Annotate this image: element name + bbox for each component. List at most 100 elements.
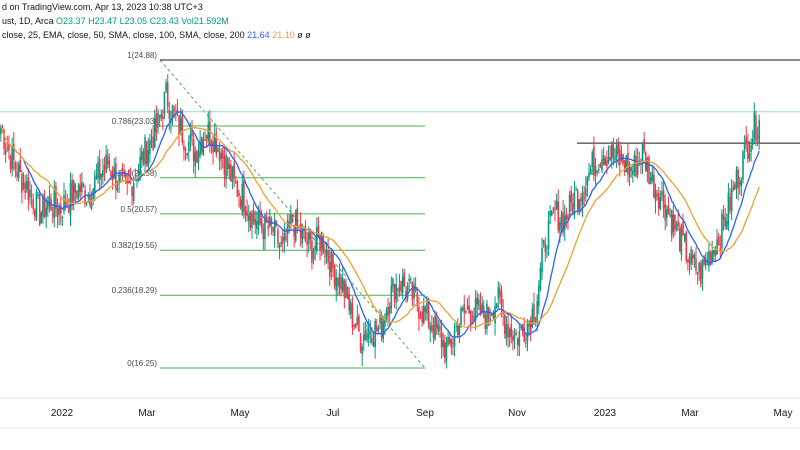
- candle-body: [610, 144, 613, 160]
- candle-body: [708, 251, 710, 267]
- candle-body: [599, 164, 602, 167]
- candle-body: [19, 159, 22, 173]
- candle-body: [115, 163, 117, 190]
- candle-body: [306, 241, 308, 245]
- candle-body: [160, 113, 163, 119]
- candle-body: [536, 301, 538, 324]
- candle-body: [578, 199, 581, 213]
- candle-body: [254, 218, 257, 226]
- candle-body: [434, 315, 436, 340]
- candle-body: [667, 205, 670, 215]
- candle-body: [539, 267, 542, 289]
- candle-body: [445, 342, 448, 362]
- candle-body: [142, 151, 145, 164]
- candle-body: [296, 207, 299, 228]
- candle-body: [238, 192, 240, 196]
- indicator-row[interactable]: close, 25, EMA, close, 50, SMA, close, 1…: [2, 30, 311, 40]
- candle-body: [43, 196, 46, 218]
- candle-body: [505, 324, 508, 339]
- candle-body: [184, 148, 187, 152]
- candle-body: [691, 254, 694, 259]
- fib-level-label: 0.618(21.58): [112, 169, 158, 178]
- candle-body: [635, 155, 637, 177]
- candle-body: [458, 324, 461, 335]
- candle-body: [45, 208, 47, 217]
- candle-body: [450, 339, 453, 348]
- candle-body: [586, 177, 589, 186]
- candle-body: [4, 149, 7, 155]
- candle-body: [732, 187, 735, 190]
- candle-body: [226, 158, 229, 170]
- candle-body: [132, 182, 135, 202]
- candle-body: [557, 201, 560, 231]
- candle-body: [32, 199, 35, 209]
- candle-body: [743, 142, 746, 150]
- candle-body: [337, 277, 339, 286]
- candle-body: [252, 210, 255, 222]
- candle-body: [343, 280, 346, 298]
- candle-body: [14, 162, 17, 170]
- candle-body: [604, 158, 607, 165]
- candle-body: [602, 155, 605, 165]
- candle-body: [661, 191, 663, 197]
- time-axis-label: Sep: [416, 408, 434, 419]
- candle-body: [262, 227, 265, 240]
- candle-body: [683, 234, 686, 241]
- candle-body: [653, 174, 655, 198]
- candle-body: [510, 324, 513, 337]
- candle-body: [21, 173, 23, 194]
- horizontal-lines[interactable]: [0, 59, 800, 144]
- ma-slow-line: [0, 126, 760, 328]
- candle-body: [685, 231, 688, 261]
- time-axis-label: May: [231, 408, 250, 419]
- candle-body: [59, 205, 62, 213]
- candle-body: [267, 226, 269, 229]
- candle-body: [11, 147, 13, 170]
- candle-body: [495, 303, 498, 308]
- candle-body: [643, 139, 645, 151]
- candle-body: [301, 229, 304, 244]
- candle-body: [612, 142, 615, 157]
- candle-body: [515, 332, 517, 336]
- candle-body: [479, 304, 482, 316]
- candle-body: [189, 134, 192, 141]
- candle-body: [25, 181, 28, 190]
- candle-body: [220, 152, 222, 159]
- candle-body: [273, 219, 276, 236]
- candle-body: [411, 282, 414, 300]
- candle-body: [6, 147, 9, 149]
- fib-level-label: 0.382(19.55): [112, 241, 158, 250]
- candle-body: [737, 169, 739, 189]
- candle-body: [560, 213, 563, 228]
- candle-body: [93, 177, 96, 193]
- candle-body: [290, 214, 292, 225]
- candle-body: [416, 292, 419, 306]
- low-value: L23.05: [119, 16, 148, 26]
- candle-body: [354, 323, 357, 328]
- candle-body: [523, 327, 526, 342]
- candle-body: [414, 286, 417, 292]
- candle-body: [81, 181, 83, 192]
- candle-body: [27, 177, 30, 200]
- candle-body: [345, 283, 347, 299]
- candle-body: [137, 169, 140, 179]
- candle-body: [22, 181, 25, 188]
- candle-body: [742, 151, 744, 180]
- candle-body: [617, 141, 620, 154]
- volume-value: Vol21.592M: [181, 16, 229, 26]
- candle-body: [218, 151, 221, 162]
- candle-body: [369, 332, 372, 334]
- candle-body: [588, 172, 590, 178]
- candle-body: [738, 181, 741, 185]
- candle-body: [452, 342, 454, 344]
- candle-body: [563, 215, 566, 230]
- candle-body: [735, 169, 738, 188]
- time-axis-label: 2022: [51, 408, 74, 419]
- candle-body: [124, 174, 127, 178]
- fib-level-label: 0(16.25): [127, 359, 157, 368]
- candle-body: [264, 214, 266, 240]
- fibonacci-retracement[interactable]: 1(24.88) 0.786(23.03) 0.618(21.58) 0.5(20.5…: [112, 51, 426, 369]
- candle-body: [461, 308, 464, 310]
- candle-body: [304, 225, 307, 242]
